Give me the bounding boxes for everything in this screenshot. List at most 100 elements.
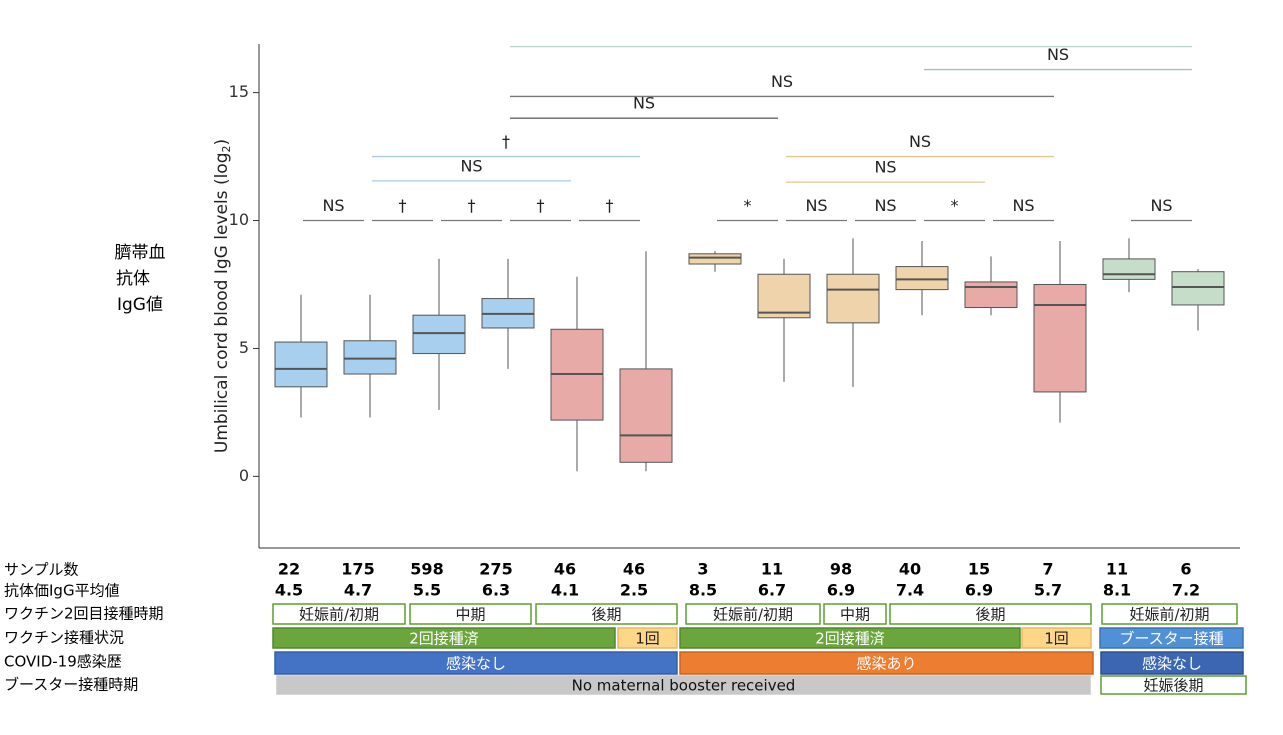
table-value: 7: [1042, 560, 1053, 579]
box: [964, 281, 1018, 309]
comparison-label: †: [468, 196, 476, 215]
segment: [1100, 651, 1244, 675]
segment: [274, 651, 678, 675]
segment-label: 妊娠後期: [1143, 677, 1203, 695]
segment: [535, 603, 678, 625]
segment: [409, 603, 532, 625]
table-value: 98: [830, 560, 852, 579]
y-tick-label: 0: [239, 466, 249, 485]
segment-label: 妊娠前/初期: [713, 606, 793, 624]
comparison-label: †: [502, 132, 510, 151]
box: [1033, 283, 1087, 393]
segment-label: 後期: [591, 606, 621, 624]
row-label: 抗体価IgG平均値: [4, 582, 120, 600]
segment: [823, 603, 887, 625]
table-value: 8.1: [1103, 581, 1131, 600]
table-value: 2.5: [620, 581, 648, 600]
comparison-label: NS: [1047, 45, 1069, 64]
segment: [272, 603, 406, 625]
segment: [1021, 627, 1092, 649]
segment: [272, 627, 616, 649]
comparison-label: †: [399, 196, 407, 215]
row-label: ワクチン2回目接種時期: [4, 605, 164, 623]
row-label: ワクチン接種状況: [4, 629, 124, 647]
segment: [889, 603, 1092, 625]
segment-label: 中期: [840, 606, 870, 624]
segment-label: 感染なし: [1142, 655, 1202, 673]
table-value: 11: [761, 560, 783, 579]
comparison-label: *: [951, 196, 959, 215]
box: [343, 340, 397, 375]
y-tick-label: 10: [229, 210, 249, 229]
segment-label: 感染あり: [856, 655, 916, 673]
segment: [276, 675, 1091, 695]
segment-label: ブースター接種: [1119, 630, 1223, 648]
segment-label: 2回接種済: [409, 630, 479, 648]
comparison-label: NS: [874, 196, 896, 215]
segment-label: 2回接種済: [815, 630, 885, 648]
table-value: 7.4: [896, 581, 924, 600]
table-value: 5.5: [413, 581, 441, 600]
segment-label: 1回: [1044, 630, 1069, 648]
table-value: 40: [899, 560, 921, 579]
segment: [1099, 627, 1244, 649]
table-value: 6.9: [965, 581, 993, 600]
comparison-label: NS: [1012, 196, 1034, 215]
y-tick-label: 5: [239, 338, 249, 357]
table-value: 6.9: [827, 581, 855, 600]
comparison-label: NS: [322, 196, 344, 215]
table-value: 22: [278, 560, 300, 579]
segment: [679, 651, 1094, 675]
table-value: 275: [479, 560, 512, 579]
segment-label: 妊娠前/初期: [1129, 606, 1209, 624]
box: [688, 253, 742, 265]
segment: [1101, 603, 1238, 625]
table-value: 3: [697, 560, 708, 579]
box: [412, 314, 466, 355]
comparison-label: NS: [805, 196, 827, 215]
segment-label: 妊娠前/初期: [299, 606, 379, 624]
table-value: 46: [623, 560, 645, 579]
segment-label: 後期: [975, 606, 1005, 624]
table-value: 175: [341, 560, 374, 579]
y-axis-title: Umbilical cord blood IgG levels (log2): [212, 139, 233, 453]
segment: [685, 603, 821, 625]
table-value: 598: [410, 560, 443, 579]
table-value: 8.5: [689, 581, 717, 600]
side-label: 抗体: [116, 269, 150, 289]
box: [1102, 258, 1156, 280]
side-label: 臍帯血: [115, 243, 166, 263]
comparison-label: NS: [909, 132, 931, 151]
segment-label: 中期: [455, 606, 485, 624]
comparison-label: NS: [460, 156, 482, 175]
y-tick-label: 15: [229, 82, 249, 101]
table-value: 4.1: [551, 581, 579, 600]
table-value: 4.5: [275, 581, 303, 600]
box: [757, 273, 811, 319]
comparison-label: †: [537, 196, 545, 215]
segment: [617, 627, 678, 649]
segment: [1100, 675, 1247, 695]
table-value: 6.3: [482, 581, 510, 600]
table-value: 11: [1106, 560, 1128, 579]
box: [895, 266, 949, 291]
comparison-label: NS: [1150, 196, 1172, 215]
table-value: 6.7: [758, 581, 786, 600]
row-label: サンプル数: [4, 561, 79, 579]
side-label: IgG値: [117, 295, 163, 315]
table-value: 7.2: [1172, 581, 1200, 600]
comparison-label: NS: [771, 72, 793, 91]
table-value: 46: [554, 560, 576, 579]
table-value: 5.7: [1034, 581, 1062, 600]
comparison-label: *: [744, 196, 752, 215]
comparison-label: NS: [874, 158, 896, 177]
segment: [679, 627, 1021, 649]
box: [274, 341, 328, 388]
row-label: COVID-19感染歴: [4, 653, 122, 671]
segment-label: 感染なし: [446, 655, 506, 673]
segment-label: 1回: [635, 630, 660, 648]
row-label: ブースター接種時期: [4, 676, 138, 694]
segment-label: No maternal booster received: [572, 677, 796, 695]
table-value: 6: [1180, 560, 1191, 579]
